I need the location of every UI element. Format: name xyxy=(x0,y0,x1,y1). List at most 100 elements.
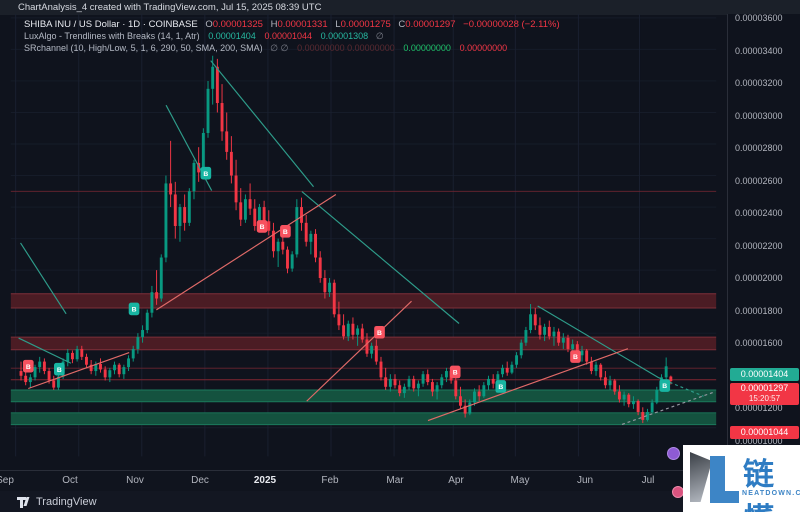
break-badge xyxy=(495,380,507,393)
candle-down xyxy=(117,364,121,375)
candle-up xyxy=(290,254,294,269)
time-axis-label: Oct xyxy=(62,475,78,486)
candle-up xyxy=(127,358,130,368)
indicator-srchannel-name: SRchannel (10, High/Low, 5, 1, 6, 290, 5… xyxy=(24,43,263,53)
price-tick-label: 0.00003600 xyxy=(735,13,783,23)
candle-down xyxy=(253,208,257,226)
candle-down xyxy=(272,230,275,252)
srchannel-red-value: 0.00000000 xyxy=(459,43,508,53)
snapshot-title: ChartAnalysis_4 created with TradingView… xyxy=(0,0,800,15)
candle-down xyxy=(505,367,509,373)
candle-up xyxy=(145,312,149,331)
candle-up xyxy=(211,66,215,89)
candle-down xyxy=(477,391,481,397)
candle-up xyxy=(515,355,519,365)
candle-down xyxy=(412,378,416,389)
gray-trendline xyxy=(621,391,714,425)
indicator-srchannel-row[interactable]: SRchannel (10, High/Low, 5, 1, 6, 290, 5… xyxy=(24,43,560,55)
low-label: L xyxy=(335,19,341,30)
candle-down xyxy=(393,378,397,386)
price-tick-label: 0.00003000 xyxy=(735,110,783,121)
break-badge xyxy=(659,379,671,392)
candle-up xyxy=(496,374,500,384)
low-value: 0.00001275 xyxy=(340,19,391,30)
candle-down xyxy=(267,221,271,231)
candle-up xyxy=(543,326,547,335)
candle-down xyxy=(627,394,631,405)
candle-up xyxy=(356,328,360,335)
break-badge xyxy=(200,166,212,180)
srchannel-dim-values: 0.00000000 0.00000000 xyxy=(297,43,395,53)
candle-up xyxy=(580,350,584,356)
candle-down xyxy=(365,339,369,354)
candle-down xyxy=(262,207,266,222)
candle-down xyxy=(70,352,74,360)
candle-down xyxy=(332,282,336,315)
candle-up xyxy=(150,292,154,313)
candle-down xyxy=(538,325,542,335)
time-axis[interactable]: Sep Oct Nov Dec 2025 Feb Mar Apr May Jun Jul xyxy=(0,470,800,492)
candle-down xyxy=(52,380,56,388)
indicator-luxalgo-row[interactable]: LuxAlgo - Trendlines with Breaks (14, 1,… xyxy=(24,31,560,43)
candle-up xyxy=(75,348,79,360)
salmon-trendline xyxy=(427,348,629,422)
candle-up xyxy=(529,314,533,331)
candle-down xyxy=(384,377,388,387)
price-tick-label: 0.00002800 xyxy=(735,143,783,153)
candle-up xyxy=(122,367,126,375)
break-badge xyxy=(449,365,461,379)
candle-down xyxy=(24,375,28,383)
candle-up xyxy=(519,342,523,356)
symbol-legend-row[interactable]: SHIBA INU / US Dollar · 1D · COINBASE O0… xyxy=(24,19,560,31)
watermark-site: NEATDOWN.COM xyxy=(742,490,800,497)
break-badge-label: B xyxy=(203,171,208,178)
candle-up xyxy=(346,323,350,337)
last-price: 0.00001297 xyxy=(740,383,789,394)
candle-up xyxy=(141,330,145,338)
candle-up xyxy=(510,364,514,373)
candle-down xyxy=(351,323,355,335)
candle-down xyxy=(533,314,537,326)
candle-up xyxy=(552,331,556,337)
watermark-l-foot-icon xyxy=(710,491,739,503)
time-axis-label: Jul xyxy=(641,475,655,486)
candle-up xyxy=(444,371,448,378)
candle-up xyxy=(524,330,528,343)
salmon-trendline xyxy=(156,193,337,311)
neatdown-watermark: 链懂 NEATDOWN.COM xyxy=(683,445,800,512)
candle-up xyxy=(650,402,654,413)
candle-down xyxy=(617,391,621,400)
candle-up xyxy=(164,183,168,258)
price-tick-label: 0.00001600 xyxy=(735,338,783,348)
candle-up xyxy=(622,394,626,400)
price-tick-label: 0.00003400 xyxy=(735,45,783,56)
candle-up xyxy=(468,402,472,414)
candle-down xyxy=(281,241,285,250)
candle-down xyxy=(398,385,402,394)
candle-up xyxy=(328,282,332,293)
price-axis[interactable]: 0.00003600 0.00003400 0.00003200 0.00003000… xyxy=(727,13,800,470)
candle-down xyxy=(374,345,378,362)
candle-down xyxy=(636,400,640,413)
candle-up xyxy=(187,191,191,223)
tradingview-logo[interactable]: TradingView xyxy=(17,495,97,509)
break-badge-label: B xyxy=(283,229,288,236)
teal-trendline xyxy=(20,242,67,315)
price-chart-canvas[interactable]: B B B B B B B B B B B xyxy=(0,14,727,470)
chart-legend: SHIBA INU / US Dollar · 1D · COINBASE O0… xyxy=(24,19,560,55)
break-badge xyxy=(280,225,291,238)
resistance-band xyxy=(10,293,717,308)
break-badge-label: B xyxy=(573,354,578,361)
candle-down xyxy=(360,328,364,340)
candle-down xyxy=(183,207,187,223)
candle-down xyxy=(42,361,46,372)
price-tick-label: 0.00001200 xyxy=(735,403,783,413)
break-badge-label: B xyxy=(662,383,667,390)
candle-down xyxy=(300,207,303,223)
candle-down xyxy=(215,66,219,104)
break-badge xyxy=(128,302,140,316)
candle-up xyxy=(108,370,112,378)
candle-down xyxy=(19,371,23,376)
time-axis-label: May xyxy=(510,475,530,486)
